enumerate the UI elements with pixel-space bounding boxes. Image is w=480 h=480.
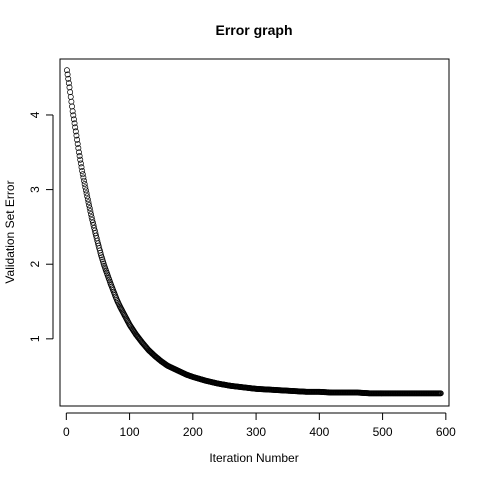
data-point	[68, 98, 75, 105]
data-point	[77, 160, 84, 167]
x-tick-label: 300	[246, 425, 266, 439]
data-point	[65, 75, 72, 82]
data-point	[87, 208, 94, 215]
data-point	[85, 199, 92, 206]
data-point	[72, 124, 79, 131]
data-point	[88, 214, 95, 221]
data-point	[64, 71, 71, 78]
data-point	[64, 67, 70, 74]
data-point	[67, 89, 74, 96]
data-point	[75, 145, 82, 152]
x-axis: 0 100 200 300 400 500 600	[63, 412, 456, 439]
data-point	[97, 249, 104, 256]
data-point	[82, 187, 89, 194]
data-point	[70, 116, 77, 123]
data-point	[81, 177, 87, 184]
y-tick-label: 3	[28, 186, 42, 193]
data-point	[76, 149, 82, 156]
data-point	[70, 112, 77, 119]
x-axis-label: Iteration Number	[209, 451, 298, 465]
data-point	[82, 184, 89, 191]
data-point	[80, 174, 87, 181]
y-tick-label: 2	[28, 261, 42, 268]
y-tick-label: 1	[28, 335, 42, 342]
data-point	[89, 216, 96, 223]
data-point	[76, 153, 83, 159]
data-point	[74, 140, 81, 147]
data-point	[71, 120, 78, 127]
y-axis: 1 2 3 4	[28, 111, 54, 342]
data-point	[83, 190, 90, 197]
x-tick-label: 200	[183, 425, 203, 439]
y-axis-label: Validation Set Error	[3, 180, 17, 283]
data-point	[74, 136, 81, 143]
x-tick-label: 100	[120, 425, 140, 439]
data-point	[90, 222, 97, 229]
data-point	[79, 171, 86, 178]
x-tick-label: 500	[373, 425, 393, 439]
data-point	[437, 390, 444, 397]
data-point	[84, 193, 91, 200]
x-tick-label: 400	[309, 425, 329, 439]
data-point	[84, 196, 91, 203]
data-point	[86, 205, 93, 212]
data-point	[81, 181, 88, 188]
data-points	[64, 67, 444, 397]
plot-frame	[59, 58, 450, 407]
data-point	[66, 84, 73, 91]
data-point	[86, 202, 93, 209]
x-tick-label: 0	[63, 425, 70, 439]
y-tick-label: 4	[28, 111, 42, 118]
data-point	[88, 211, 94, 218]
data-point	[89, 219, 96, 226]
chart-title: Error graph	[215, 22, 292, 38]
data-point	[72, 128, 79, 135]
x-tick-label: 600	[436, 425, 456, 439]
data-point	[65, 80, 72, 87]
data-point	[69, 103, 75, 110]
data-point	[69, 108, 76, 115]
data-point	[77, 156, 84, 163]
data-point	[73, 132, 80, 139]
data-point	[67, 93, 74, 100]
data-point	[79, 167, 86, 174]
data-point	[78, 164, 85, 171]
